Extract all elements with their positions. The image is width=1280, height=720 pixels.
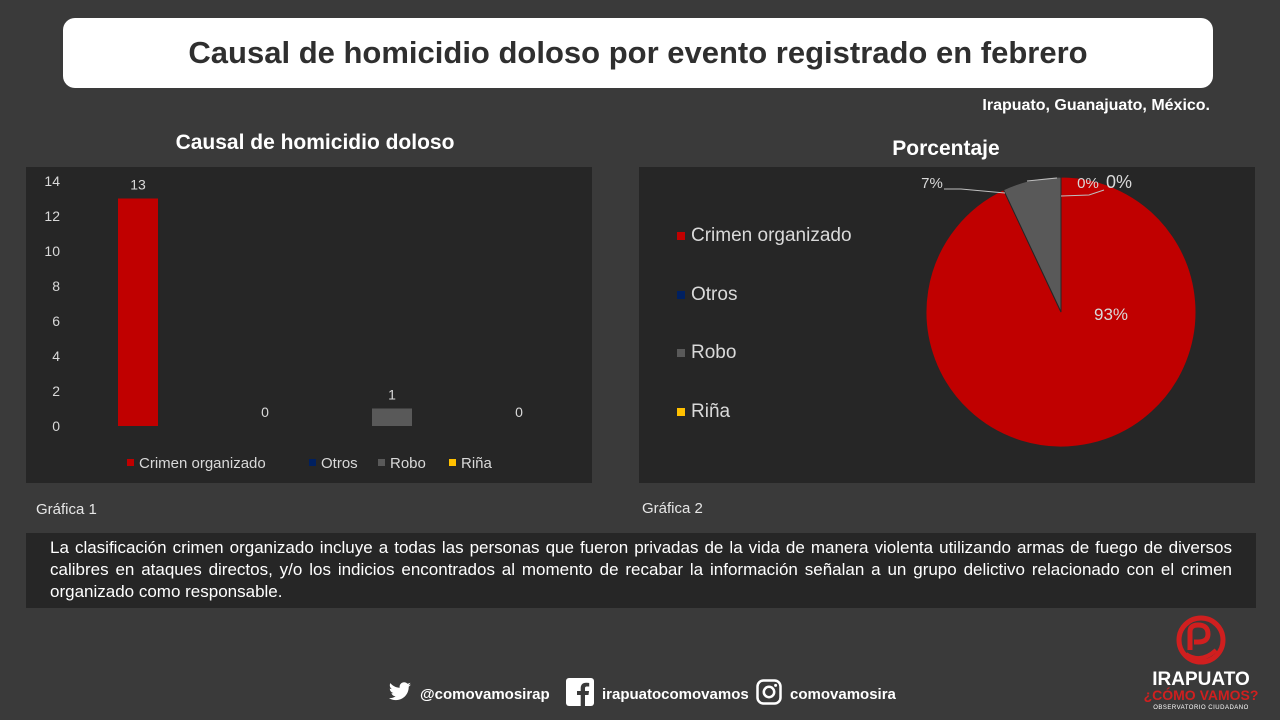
legend-label: Riña — [461, 455, 493, 472]
pie-data-label: 93% — [1094, 305, 1128, 324]
legend-swatch — [677, 349, 685, 357]
leader-line — [944, 188, 1006, 194]
location-label: Irapuato, Guanajuato, México. — [982, 97, 1210, 114]
legend-label: Riña — [691, 401, 731, 422]
title-banner: Causal de homicidio doloso por evento re… — [63, 18, 1213, 88]
y-tick-label: 6 — [52, 313, 60, 329]
pie-chart-caption: Gráfica 2 — [642, 500, 703, 517]
instagram-label: comovamosira — [790, 685, 896, 703]
classification-note: La clasificación crimen organizado inclu… — [26, 533, 1256, 608]
pie-data-label: 7% — [921, 175, 943, 192]
legend-label: Crimen organizado — [139, 455, 266, 472]
legend-label: Crimen organizado — [691, 225, 852, 246]
legend-swatch — [449, 459, 456, 466]
instagram-handle[interactable]: comovamosira — [756, 679, 896, 709]
y-tick-label: 10 — [44, 243, 60, 259]
pie-chart: Crimen organizado Otros Robo Riña 93% 0% 7% 0% — [677, 172, 1197, 448]
pie-chart-panel: Crimen organizado Otros Robo Riña 93% 0% 7% 0% — [639, 167, 1255, 483]
y-tick-label: 12 — [44, 208, 60, 224]
legend-label: Robo — [691, 342, 736, 363]
page-title: Causal de homicidio doloso por evento re… — [188, 35, 1088, 70]
logo-mark-icon — [1176, 615, 1226, 665]
bar-chart-caption: Gráfica 1 — [36, 501, 97, 518]
leader-line — [1026, 177, 1058, 182]
y-tick-label: 0 — [52, 418, 60, 434]
pie-data-label: 0% — [1106, 172, 1132, 192]
bar-chart-title: Causal de homicidio doloso — [175, 131, 455, 154]
legend-label: Robo — [390, 455, 426, 472]
twitter-icon — [388, 682, 412, 706]
y-tick-label: 8 — [52, 278, 60, 294]
bar-data-label: 1 — [388, 387, 396, 403]
irapuato-logo: IRAPUATO ¿CÓMO VAMOS? OBSERVATORIO CIUDA… — [1138, 612, 1264, 712]
legend-swatch — [677, 291, 685, 299]
pie-data-label: 0% — [1077, 175, 1099, 192]
bar — [372, 408, 412, 426]
facebook-icon — [566, 678, 594, 710]
legend-swatch — [378, 459, 385, 466]
legend-label: Otros — [321, 455, 358, 472]
logo-line1: IRAPUATO — [1152, 669, 1249, 690]
bar-data-label: 13 — [130, 177, 146, 193]
facebook-handle[interactable]: irapuatocomovamos — [566, 678, 749, 710]
twitter-handle[interactable]: @comovamosirap — [388, 680, 550, 708]
twitter-label: @comovamosirap — [420, 685, 550, 703]
legend-swatch — [677, 408, 685, 416]
y-tick-label: 2 — [52, 383, 60, 399]
pie-chart-title: Porcentaje — [892, 137, 1000, 160]
bar-data-label: 0 — [261, 404, 269, 420]
legend-label: Otros — [691, 284, 737, 305]
logo-line3: OBSERVATORIO CIUDADANO — [1153, 705, 1249, 711]
bar — [118, 198, 158, 426]
legend-swatch — [127, 459, 134, 466]
bar-data-label: 0 — [515, 404, 523, 420]
y-tick-label: 14 — [44, 173, 60, 189]
facebook-label: irapuatocomovamos — [602, 685, 749, 703]
leader-line — [1060, 189, 1105, 197]
legend-swatch — [677, 232, 685, 240]
logo-line2: ¿CÓMO VAMOS? — [1144, 686, 1259, 703]
legend-swatch — [309, 459, 316, 466]
bar-chart-panel: 0 2 4 6 8 10 12 14 13 0 1 0 Crimen organizado Otros Ro… — [26, 167, 592, 483]
y-tick-label: 4 — [52, 348, 60, 364]
instagram-icon — [756, 679, 782, 709]
